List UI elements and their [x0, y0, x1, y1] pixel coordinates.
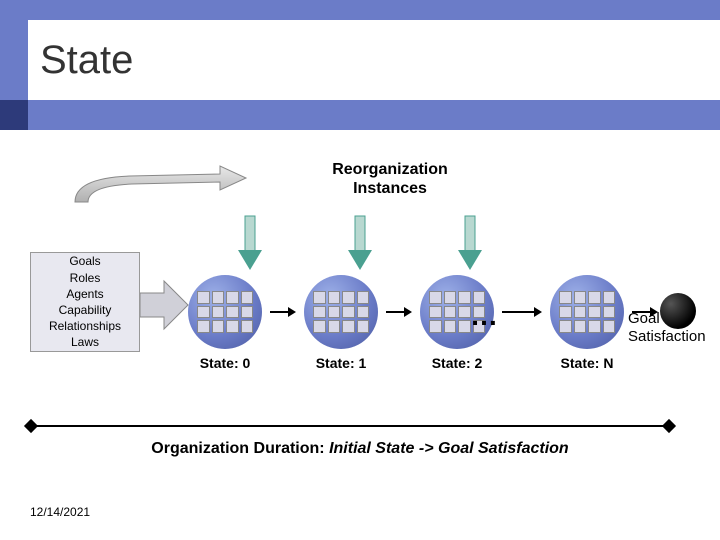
input-item: Agents [66, 286, 103, 302]
state-node: State: 0 [180, 275, 270, 371]
title-accent [0, 20, 28, 100]
state-inner-diagram [197, 291, 253, 333]
state-node: State: N [542, 275, 632, 371]
down-arrow-icon [345, 214, 375, 274]
connector-arrow-icon [502, 275, 542, 349]
duration-label: Organization Duration: Initial State -> … [0, 440, 720, 458]
state-label: State: 2 [432, 355, 483, 371]
date-label: 12/14/2021 [30, 505, 90, 519]
title-band: State [0, 20, 720, 100]
connector-arrow-icon [270, 275, 296, 349]
reorg-label: Reorganization Instances [300, 160, 480, 198]
state-label: State: N [561, 355, 614, 371]
input-item: Capability [59, 302, 112, 318]
top-band [0, 0, 720, 20]
ellipsis: … [470, 300, 502, 332]
input-item: Laws [71, 334, 99, 350]
down-arrow-icon [235, 214, 265, 274]
state-label: State: 0 [200, 355, 251, 371]
state-circle [304, 275, 378, 349]
duration-rest: Initial State -> Goal Satisfaction [329, 440, 569, 457]
duration-line [30, 425, 670, 427]
goal-label: Goal Satisfaction [628, 310, 720, 346]
page-title: State [40, 38, 133, 83]
state-node: State: 1 [296, 275, 386, 371]
input-item: Goals [69, 253, 100, 269]
state-inner-diagram [313, 291, 369, 333]
input-box: Goals Roles Agents Capability Relationsh… [30, 252, 140, 352]
state-circle [550, 275, 624, 349]
connector-arrow-icon [386, 275, 412, 349]
down-arrow-icon [455, 214, 485, 274]
input-item: Relationships [49, 318, 121, 334]
separator-band [0, 100, 720, 130]
diagram-area: Reorganization Instances Goals Roles Age… [0, 130, 720, 540]
input-item: Roles [70, 270, 101, 286]
state-label: State: 1 [316, 355, 367, 371]
state-circle [188, 275, 262, 349]
separator-accent [0, 100, 28, 130]
curved-arrow-icon [70, 160, 250, 220]
duration-prefix: Organization Duration: [151, 440, 329, 457]
state-inner-diagram [559, 291, 615, 333]
